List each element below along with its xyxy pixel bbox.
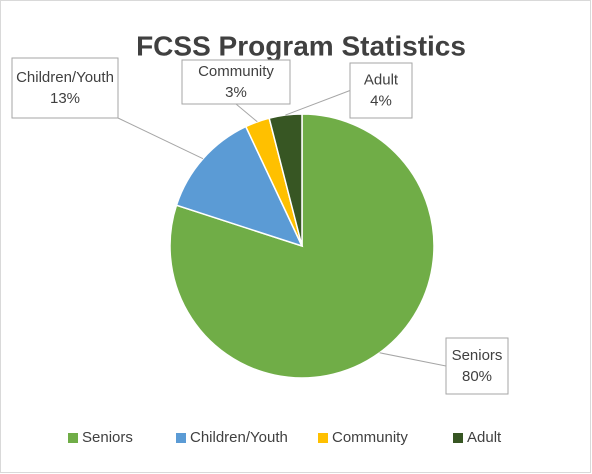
leader-line xyxy=(379,352,447,367)
data-label-value: 13% xyxy=(50,90,80,107)
legend-swatch xyxy=(318,433,328,443)
legend-swatch xyxy=(68,433,78,443)
legend-label: Children/Youth xyxy=(190,429,288,446)
label-box xyxy=(181,59,291,105)
data-label-name: Children/Youth xyxy=(16,69,114,86)
pie-slice xyxy=(175,125,304,248)
chart-title: FCSS Program Statistics xyxy=(136,30,466,61)
legend-swatch xyxy=(176,433,186,443)
leader-line xyxy=(235,103,258,123)
legend-label: Adult xyxy=(467,429,502,446)
data-label-name: Seniors xyxy=(452,347,503,364)
label-box xyxy=(11,57,119,119)
label-box xyxy=(349,62,413,119)
data-label-name: Community xyxy=(198,63,274,80)
legend-label: Seniors xyxy=(82,429,133,446)
label-box xyxy=(445,337,509,395)
legend-label: Community xyxy=(332,429,408,446)
data-label-value: 3% xyxy=(225,84,247,101)
leader-line xyxy=(117,117,204,160)
data-label-value: 80% xyxy=(462,368,492,385)
data-label-value: 4% xyxy=(370,92,392,109)
data-label-name: Adult xyxy=(364,71,399,88)
leader-line xyxy=(285,90,351,116)
legend-swatch xyxy=(453,433,463,443)
